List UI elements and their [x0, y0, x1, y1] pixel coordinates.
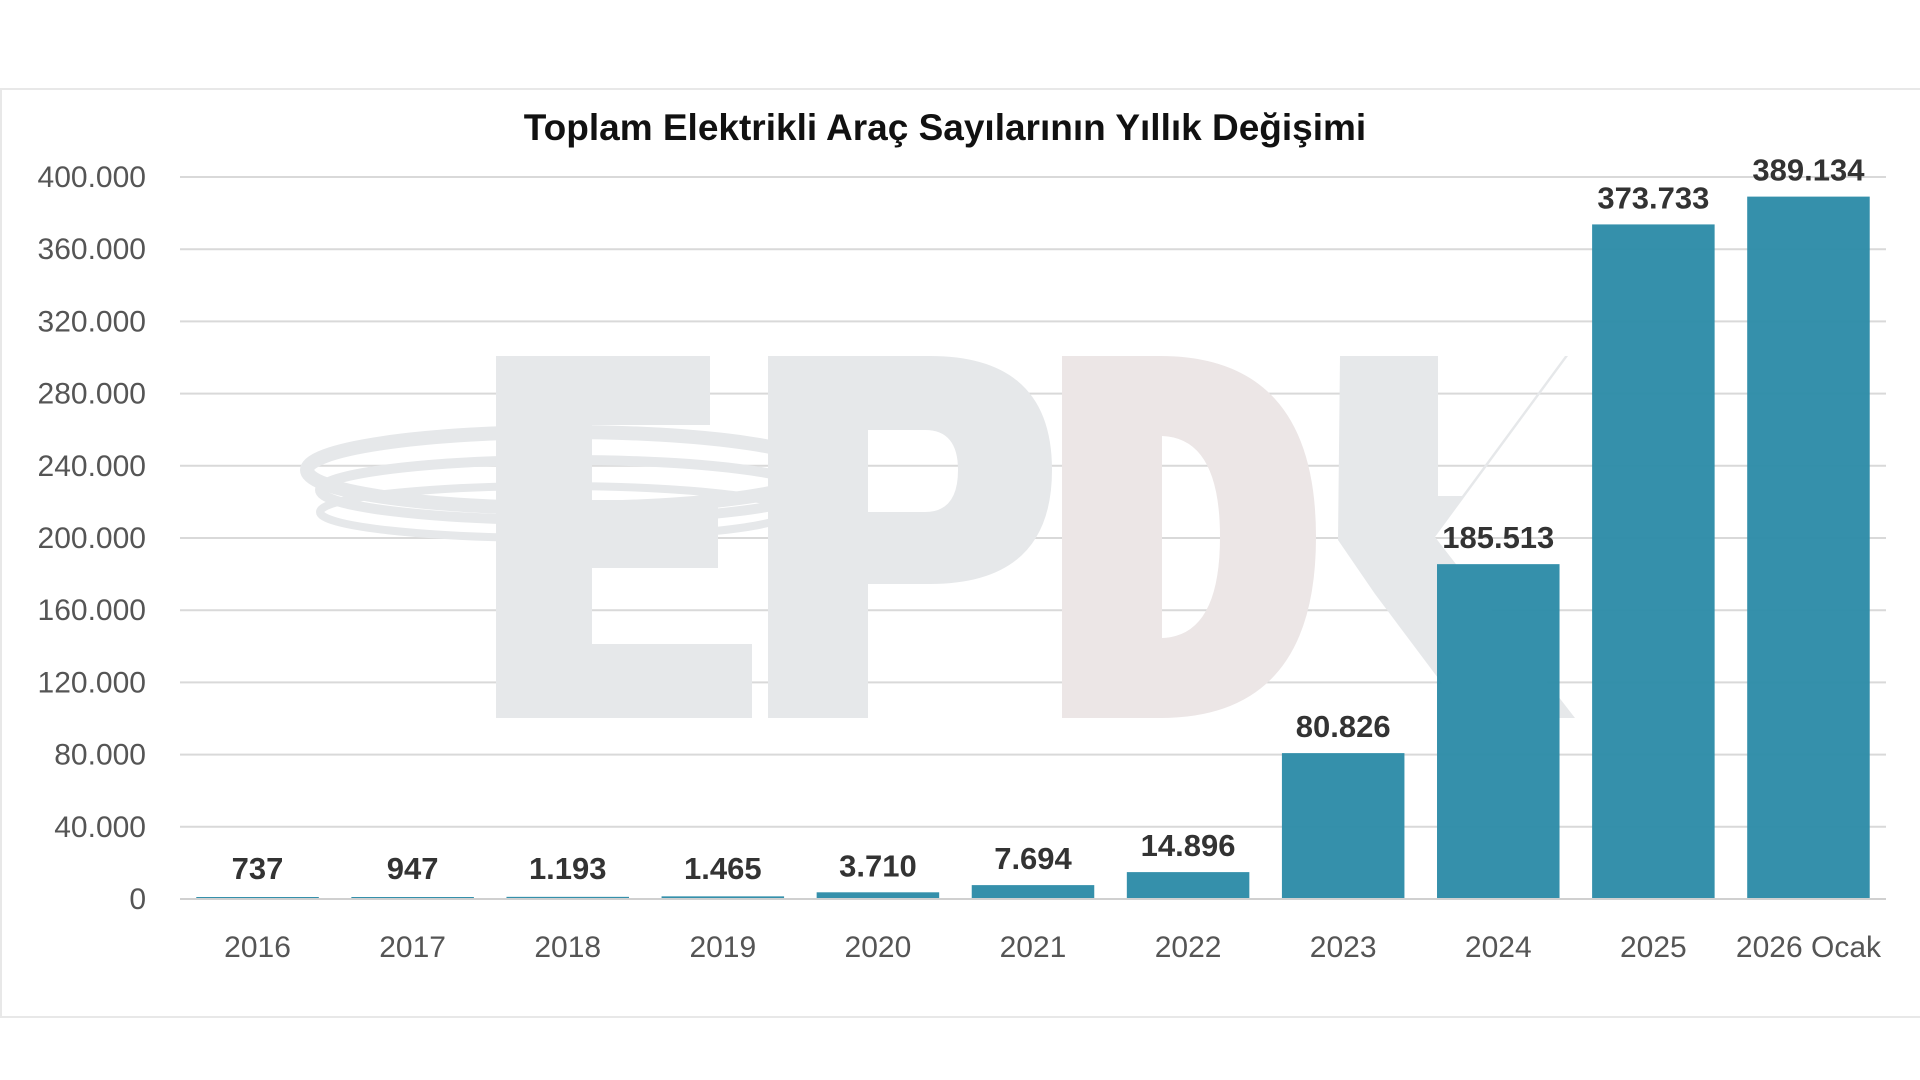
bar-2025 [1592, 224, 1715, 900]
y-tick-label: 360.000 [38, 233, 146, 266]
y-tick-label: 280.000 [38, 378, 146, 411]
x-tick-label: 2016 [224, 931, 291, 964]
y-tick-label: 240.000 [38, 450, 146, 483]
x-tick-label: 2022 [1155, 931, 1222, 964]
x-tick-label: 2017 [379, 931, 446, 964]
x-tick-label: 2024 [1465, 931, 1532, 964]
bar-2026-ocak [1747, 196, 1870, 899]
data-label: 947 [387, 851, 439, 886]
x-tick-label: 2023 [1310, 931, 1377, 964]
x-tick-label: 2021 [1000, 931, 1067, 964]
x-axis-ticks: 2016 2017 2018 2019 2020 2021 2022 2023 2024 2025… [224, 931, 1882, 964]
watermark-logo [300, 356, 1575, 718]
data-label: 1.193 [529, 851, 607, 886]
bar-2022 [1126, 872, 1250, 899]
data-label: 389.134 [1752, 153, 1865, 188]
data-label: 3.710 [839, 848, 917, 883]
x-tick-label: 2019 [689, 931, 756, 964]
data-label: 14.896 [1141, 828, 1236, 863]
data-label: 185.513 [1442, 520, 1554, 555]
bar-2019 [661, 896, 785, 899]
bar-2021 [971, 885, 1095, 899]
y-tick-label: 80.000 [54, 739, 146, 772]
chart-title: Toplam Elektrikli Araç Sayılarının Yıllı… [524, 107, 1366, 148]
y-tick-label: 0 [129, 883, 146, 916]
y-tick-label: 400.000 [38, 161, 146, 194]
data-label: 373.733 [1597, 180, 1709, 215]
x-tick-label: 2025 [1620, 931, 1687, 964]
y-tick-label: 320.000 [38, 305, 146, 338]
bar-2024 [1437, 564, 1560, 899]
data-label: 737 [232, 851, 284, 886]
bars [196, 196, 1870, 900]
bar-2020 [816, 892, 940, 899]
y-tick-label: 40.000 [54, 811, 146, 844]
y-axis-ticks: 0 40.000 80.000 120.000 160.000 200.000 240.00… [38, 161, 146, 916]
watermark-letter-e [496, 356, 752, 718]
watermark-letter-d [1062, 356, 1316, 718]
y-tick-label: 200.000 [38, 522, 146, 555]
bar-2023 [1281, 753, 1405, 899]
x-tick-label: 2026 Ocak [1736, 931, 1882, 964]
watermark-letter-k [1338, 356, 1575, 718]
y-tick-label: 160.000 [38, 594, 146, 627]
x-tick-label: 2020 [845, 931, 912, 964]
y-tick-label: 120.000 [38, 666, 146, 699]
data-labels: 737 947 1.193 1.465 3.710 7.694 14.896 80.826 18… [232, 153, 1866, 886]
data-label: 80.826 [1296, 709, 1391, 744]
data-label: 1.465 [684, 851, 762, 886]
bar-2018 [506, 896, 629, 899]
watermark-letter-p [768, 356, 1052, 718]
x-tick-label: 2018 [534, 931, 601, 964]
data-label: 7.694 [994, 841, 1072, 876]
